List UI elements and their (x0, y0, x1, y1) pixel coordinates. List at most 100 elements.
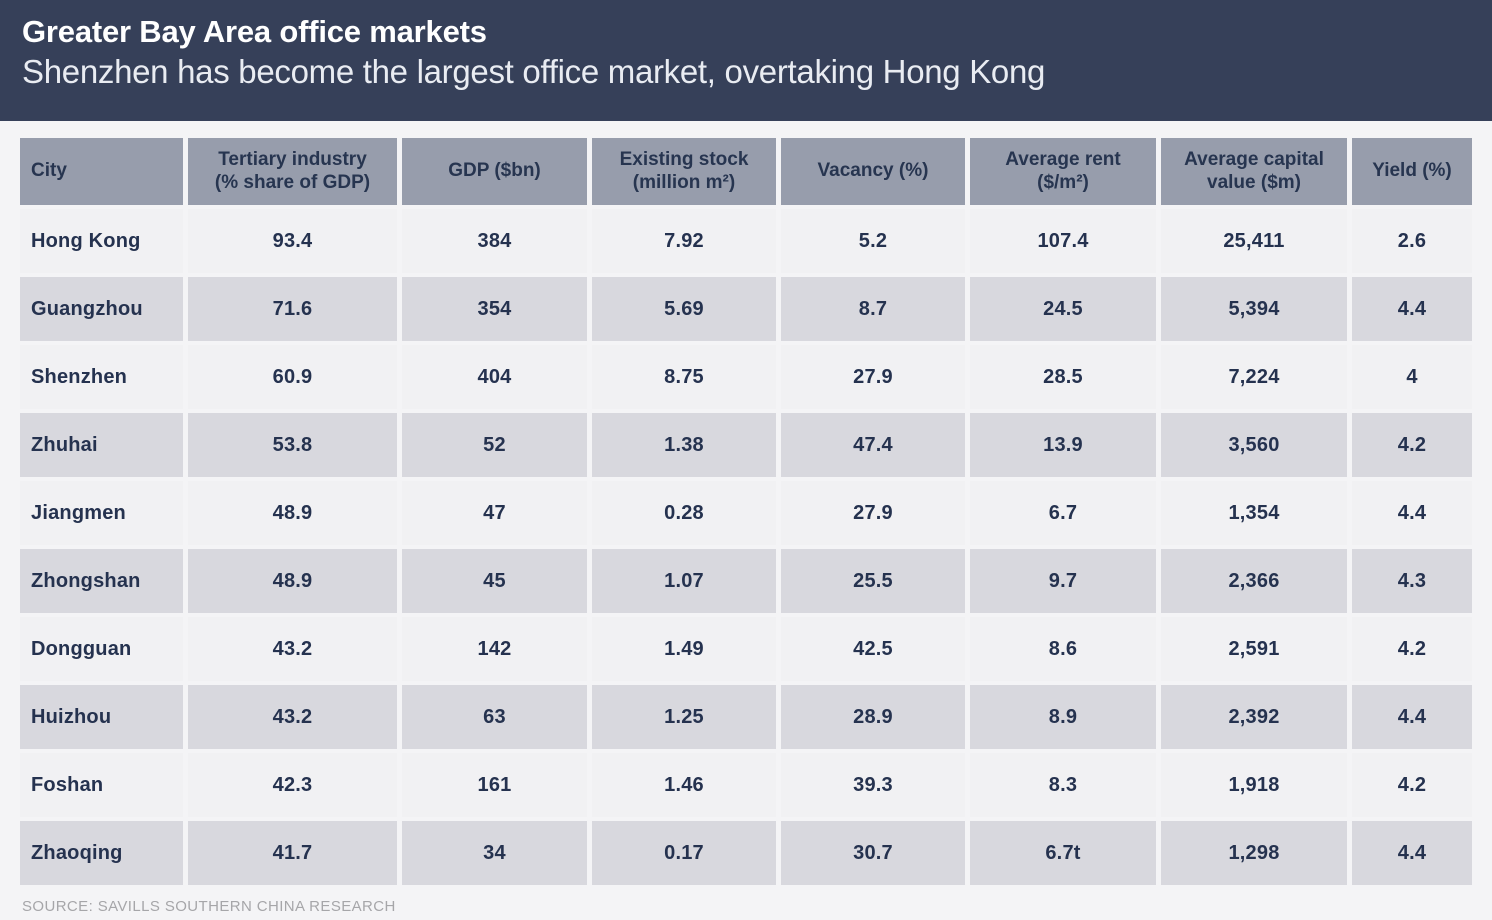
cell-vacancy: 39.3 (781, 753, 965, 817)
cell-gdp: 52 (402, 413, 587, 477)
cell-gdp: 384 (402, 209, 587, 273)
title-band: Greater Bay Area office markets Shenzhen… (0, 0, 1492, 121)
cell-yield: 4.3 (1352, 549, 1472, 613)
column-header-city: City (20, 138, 183, 205)
table-row: Guangzhou 71.6 354 5.69 8.7 24.5 5,394 4.4 (20, 277, 1472, 341)
cell-city: Zhongshan (20, 549, 183, 613)
cell-stock: 1.25 (592, 685, 776, 749)
table-body: Hong Kong 93.4 384 7.92 5.2 107.4 25,411 2.6 Gua… (20, 209, 1472, 885)
column-header-existing-stock: Existing stock (million m²) (592, 138, 776, 205)
cell-yield: 4.2 (1352, 753, 1472, 817)
cell-city: Huizhou (20, 685, 183, 749)
cell-gdp: 161 (402, 753, 587, 817)
cell-city: Zhuhai (20, 413, 183, 477)
office-markets-table: City Tertiary industry (% share of GDP) … (15, 134, 1477, 889)
cell-stock: 1.49 (592, 617, 776, 681)
cell-capital: 1,298 (1161, 821, 1347, 885)
cell-tertiary: 48.9 (188, 481, 397, 545)
cell-vacancy: 27.9 (781, 481, 965, 545)
cell-vacancy: 27.9 (781, 345, 965, 409)
table-row: Shenzhen 60.9 404 8.75 27.9 28.5 7,224 4 (20, 345, 1472, 409)
table-row: Zhaoqing 41.7 34 0.17 30.7 6.7t 1,298 4.4 (20, 821, 1472, 885)
cell-yield: 4.4 (1352, 685, 1472, 749)
table-row: Jiangmen 48.9 47 0.28 27.9 6.7 1,354 4.4 (20, 481, 1472, 545)
cell-stock: 0.28 (592, 481, 776, 545)
cell-tertiary: 53.8 (188, 413, 397, 477)
table-row: Dongguan 43.2 142 1.49 42.5 8.6 2,591 4.2 (20, 617, 1472, 681)
cell-capital: 5,394 (1161, 277, 1347, 341)
cell-capital: 7,224 (1161, 345, 1347, 409)
cell-vacancy: 28.9 (781, 685, 965, 749)
page-title: Greater Bay Area office markets (22, 14, 487, 49)
cell-yield: 4.4 (1352, 277, 1472, 341)
cell-capital: 25,411 (1161, 209, 1347, 273)
cell-city: Guangzhou (20, 277, 183, 341)
cell-gdp: 63 (402, 685, 587, 749)
cell-city: Foshan (20, 753, 183, 817)
cell-city: Shenzhen (20, 345, 183, 409)
cell-rent: 13.9 (970, 413, 1156, 477)
table-row: Foshan 42.3 161 1.46 39.3 8.3 1,918 4.2 (20, 753, 1472, 817)
cell-yield: 4.2 (1352, 617, 1472, 681)
cell-capital: 2,366 (1161, 549, 1347, 613)
cell-tertiary: 93.4 (188, 209, 397, 273)
cell-yield: 4.4 (1352, 821, 1472, 885)
cell-vacancy: 8.7 (781, 277, 965, 341)
column-header-average-rent: Average rent ($/m²) (970, 138, 1156, 205)
cell-tertiary: 43.2 (188, 685, 397, 749)
cell-rent: 24.5 (970, 277, 1156, 341)
cell-rent: 28.5 (970, 345, 1156, 409)
cell-tertiary: 60.9 (188, 345, 397, 409)
column-header-vacancy: Vacancy (%) (781, 138, 965, 205)
cell-vacancy: 25.5 (781, 549, 965, 613)
column-header-gdp: GDP ($bn) (402, 138, 587, 205)
cell-rent: 6.7 (970, 481, 1156, 545)
cell-city: Hong Kong (20, 209, 183, 273)
cell-stock: 8.75 (592, 345, 776, 409)
cell-capital: 2,392 (1161, 685, 1347, 749)
cell-city: Dongguan (20, 617, 183, 681)
cell-yield: 4.4 (1352, 481, 1472, 545)
cell-tertiary: 48.9 (188, 549, 397, 613)
cell-tertiary: 42.3 (188, 753, 397, 817)
cell-gdp: 34 (402, 821, 587, 885)
cell-vacancy: 47.4 (781, 413, 965, 477)
cell-city: Jiangmen (20, 481, 183, 545)
cell-gdp: 404 (402, 345, 587, 409)
cell-stock: 1.38 (592, 413, 776, 477)
source-credit: SOURCE: SAVILLS SOUTHERN CHINA RESEARCH (22, 898, 396, 915)
cell-tertiary: 41.7 (188, 821, 397, 885)
cell-capital: 3,560 (1161, 413, 1347, 477)
cell-rent: 8.6 (970, 617, 1156, 681)
cell-vacancy: 42.5 (781, 617, 965, 681)
cell-gdp: 142 (402, 617, 587, 681)
cell-rent: 6.7t (970, 821, 1156, 885)
cell-gdp: 47 (402, 481, 587, 545)
cell-stock: 0.17 (592, 821, 776, 885)
cell-capital: 1,918 (1161, 753, 1347, 817)
cell-vacancy: 30.7 (781, 821, 965, 885)
cell-yield: 4.2 (1352, 413, 1472, 477)
table-row: Zhuhai 53.8 52 1.38 47.4 13.9 3,560 4.2 (20, 413, 1472, 477)
cell-gdp: 45 (402, 549, 587, 613)
cell-tertiary: 43.2 (188, 617, 397, 681)
header-row: City Tertiary industry (% share of GDP) … (20, 138, 1472, 205)
cell-rent: 8.3 (970, 753, 1156, 817)
page-subtitle: Shenzhen has become the largest office m… (22, 53, 1046, 91)
cell-stock: 1.07 (592, 549, 776, 613)
cell-stock: 7.92 (592, 209, 776, 273)
cell-capital: 2,591 (1161, 617, 1347, 681)
cell-yield: 4 (1352, 345, 1472, 409)
cell-rent: 8.9 (970, 685, 1156, 749)
cell-yield: 2.6 (1352, 209, 1472, 273)
column-header-tertiary-industry: Tertiary industry (% share of GDP) (188, 138, 397, 205)
table-row: Huizhou 43.2 63 1.25 28.9 8.9 2,392 4.4 (20, 685, 1472, 749)
table-header: City Tertiary industry (% share of GDP) … (20, 138, 1472, 205)
cell-vacancy: 5.2 (781, 209, 965, 273)
cell-gdp: 354 (402, 277, 587, 341)
cell-tertiary: 71.6 (188, 277, 397, 341)
cell-stock: 5.69 (592, 277, 776, 341)
table-row: Hong Kong 93.4 384 7.92 5.2 107.4 25,411 2.6 (20, 209, 1472, 273)
cell-city: Zhaoqing (20, 821, 183, 885)
cell-stock: 1.46 (592, 753, 776, 817)
